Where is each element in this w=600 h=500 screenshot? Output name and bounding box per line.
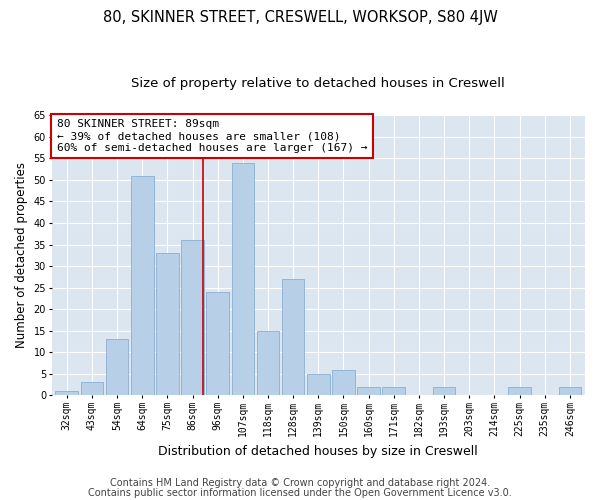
Bar (156, 253, 179, 396)
X-axis label: Distribution of detached houses by size in Creswell: Distribution of detached houses by size … (158, 444, 478, 458)
Bar (80, 382, 103, 396)
Bar (282, 279, 304, 396)
Bar (358, 386, 380, 396)
Bar (55, 391, 78, 396)
Bar (181, 240, 204, 396)
Bar (257, 330, 280, 396)
Bar (332, 370, 355, 396)
Text: 80, SKINNER STREET, CRESWELL, WORKSOP, S80 4JW: 80, SKINNER STREET, CRESWELL, WORKSOP, S… (103, 10, 497, 25)
Bar (382, 386, 405, 396)
Bar (559, 386, 581, 396)
Title: Size of property relative to detached houses in Creswell: Size of property relative to detached ho… (131, 78, 505, 90)
Bar (433, 386, 455, 396)
Text: Contains public sector information licensed under the Open Government Licence v3: Contains public sector information licen… (88, 488, 512, 498)
Y-axis label: Number of detached properties: Number of detached properties (15, 162, 28, 348)
Bar (307, 374, 329, 396)
Bar (232, 162, 254, 396)
Text: 80 SKINNER STREET: 89sqm
← 39% of detached houses are smaller (108)
60% of semi-: 80 SKINNER STREET: 89sqm ← 39% of detach… (57, 120, 367, 152)
Bar (131, 176, 154, 396)
Bar (508, 386, 531, 396)
Text: Contains HM Land Registry data © Crown copyright and database right 2024.: Contains HM Land Registry data © Crown c… (110, 478, 490, 488)
Bar (106, 340, 128, 396)
Bar (206, 292, 229, 396)
